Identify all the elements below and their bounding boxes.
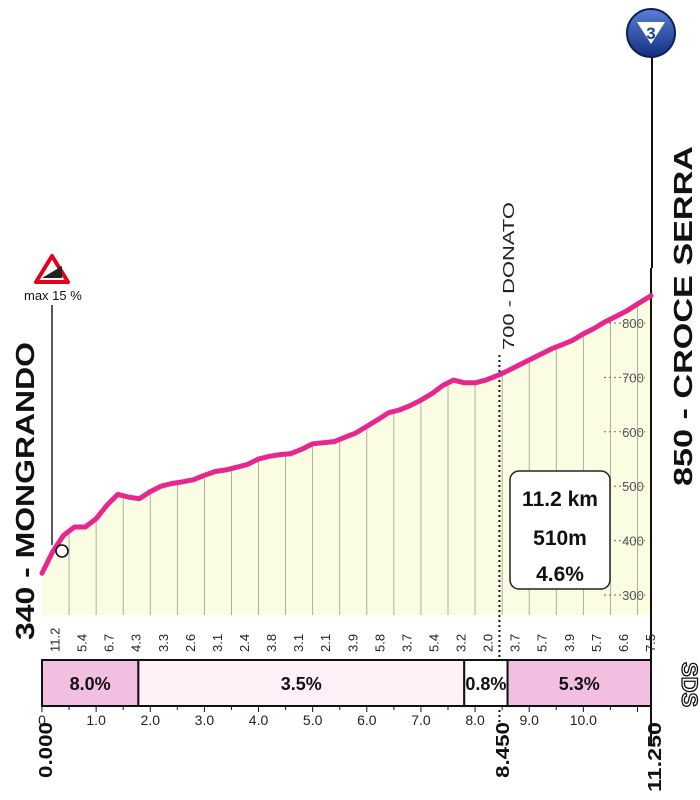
segment-slope-label: 3.2 xyxy=(454,634,469,652)
segment-slope-label: 6.6 xyxy=(616,634,631,652)
x-tick-label: 8.0 xyxy=(465,712,485,728)
max-gradient-point xyxy=(55,544,69,558)
segment-slope-label: 2.4 xyxy=(237,634,252,652)
y-tick-label: 600 xyxy=(622,425,644,440)
x-tick-label: 0 xyxy=(38,712,46,728)
segment-slope-label: 4.3 xyxy=(129,634,144,652)
y-tick-label: 700 xyxy=(622,370,644,385)
segment-slope-label: 7.5 xyxy=(643,634,658,652)
segment-slope-label: 3.1 xyxy=(210,634,225,652)
summary-distance: 11.2 km xyxy=(522,488,598,511)
gradient-band-label: 8.0% xyxy=(70,674,111,694)
badge-number: 3 xyxy=(646,24,655,43)
gradient-band xyxy=(506,659,652,707)
segment-slope-label: 5.8 xyxy=(372,634,387,652)
stage-badge: 3 xyxy=(626,8,676,268)
brand-mark: SDS xyxy=(677,662,700,707)
x-tick-label: 7.0 xyxy=(411,712,431,728)
distance-end: 11.250 xyxy=(645,722,665,792)
intermediate-label: 700 - DONATO xyxy=(501,202,518,350)
y-tick-label: 500 xyxy=(622,479,644,494)
y-tick-label: 800 xyxy=(622,316,644,331)
max-gradient-label: max 15 % xyxy=(24,288,82,303)
x-tick-label: 4.0 xyxy=(249,712,269,728)
y-tick-label: 400 xyxy=(622,534,644,549)
segment-slope-label: 3.9 xyxy=(345,634,360,652)
gradient-band-label: 3.5% xyxy=(281,674,322,694)
summary-box: 11.2 km 510m 4.6% xyxy=(509,470,611,590)
x-tick-label: 10.0 xyxy=(570,712,597,728)
start-label: 340 - MONGRANDO xyxy=(10,342,40,640)
max-gradient-marker: max 15 % xyxy=(24,254,82,558)
x-tick-label: 2.0 xyxy=(141,712,161,728)
x-tick-label: 1.0 xyxy=(86,712,106,728)
finish-label: 850 - CROCE SERRA xyxy=(668,146,698,486)
segment-slope-label: 2.6 xyxy=(183,634,198,652)
x-tick-label: 3.0 xyxy=(195,712,215,728)
segment-slope-label: 3.7 xyxy=(399,634,414,652)
profile-line xyxy=(39,293,654,576)
x-tick-label: 6.0 xyxy=(357,712,377,728)
category-triangle-icon xyxy=(637,22,665,44)
segment-slope-label: 5.7 xyxy=(535,634,550,652)
segment-slope-label: 3.3 xyxy=(156,634,171,652)
segment-slope-label: 2.0 xyxy=(481,634,496,652)
segment-slope-label: 3.7 xyxy=(508,634,523,652)
segment-slope-label: 6.7 xyxy=(102,634,117,652)
segment-slope-label: 3.9 xyxy=(562,634,577,652)
distance-intermediate: 8.450 xyxy=(493,722,513,778)
y-tick-label: 300 xyxy=(622,588,644,603)
segment-slope-label: 5.7 xyxy=(589,634,604,652)
segment-slope-label: 11.2 xyxy=(48,628,63,652)
x-tick-label: 9.0 xyxy=(519,712,539,728)
segment-slope-label: 3.1 xyxy=(291,634,306,652)
gradient-band-label: 0.8% xyxy=(465,674,506,694)
gradient-band-label: 5.3% xyxy=(559,674,600,694)
segment-slope-label: 5.4 xyxy=(75,634,90,652)
segment-slope-label: 2.1 xyxy=(318,634,333,652)
segment-slope-label: 5.4 xyxy=(426,634,441,652)
warning-triangle-icon xyxy=(34,254,70,284)
distance-start: 0.000 xyxy=(36,722,56,778)
summary-gradient: 4.6% xyxy=(536,563,584,586)
summary-elevation: 510m xyxy=(533,527,587,550)
x-tick-label: 5.0 xyxy=(303,712,323,728)
segment-slope-label: 3.8 xyxy=(264,634,279,652)
